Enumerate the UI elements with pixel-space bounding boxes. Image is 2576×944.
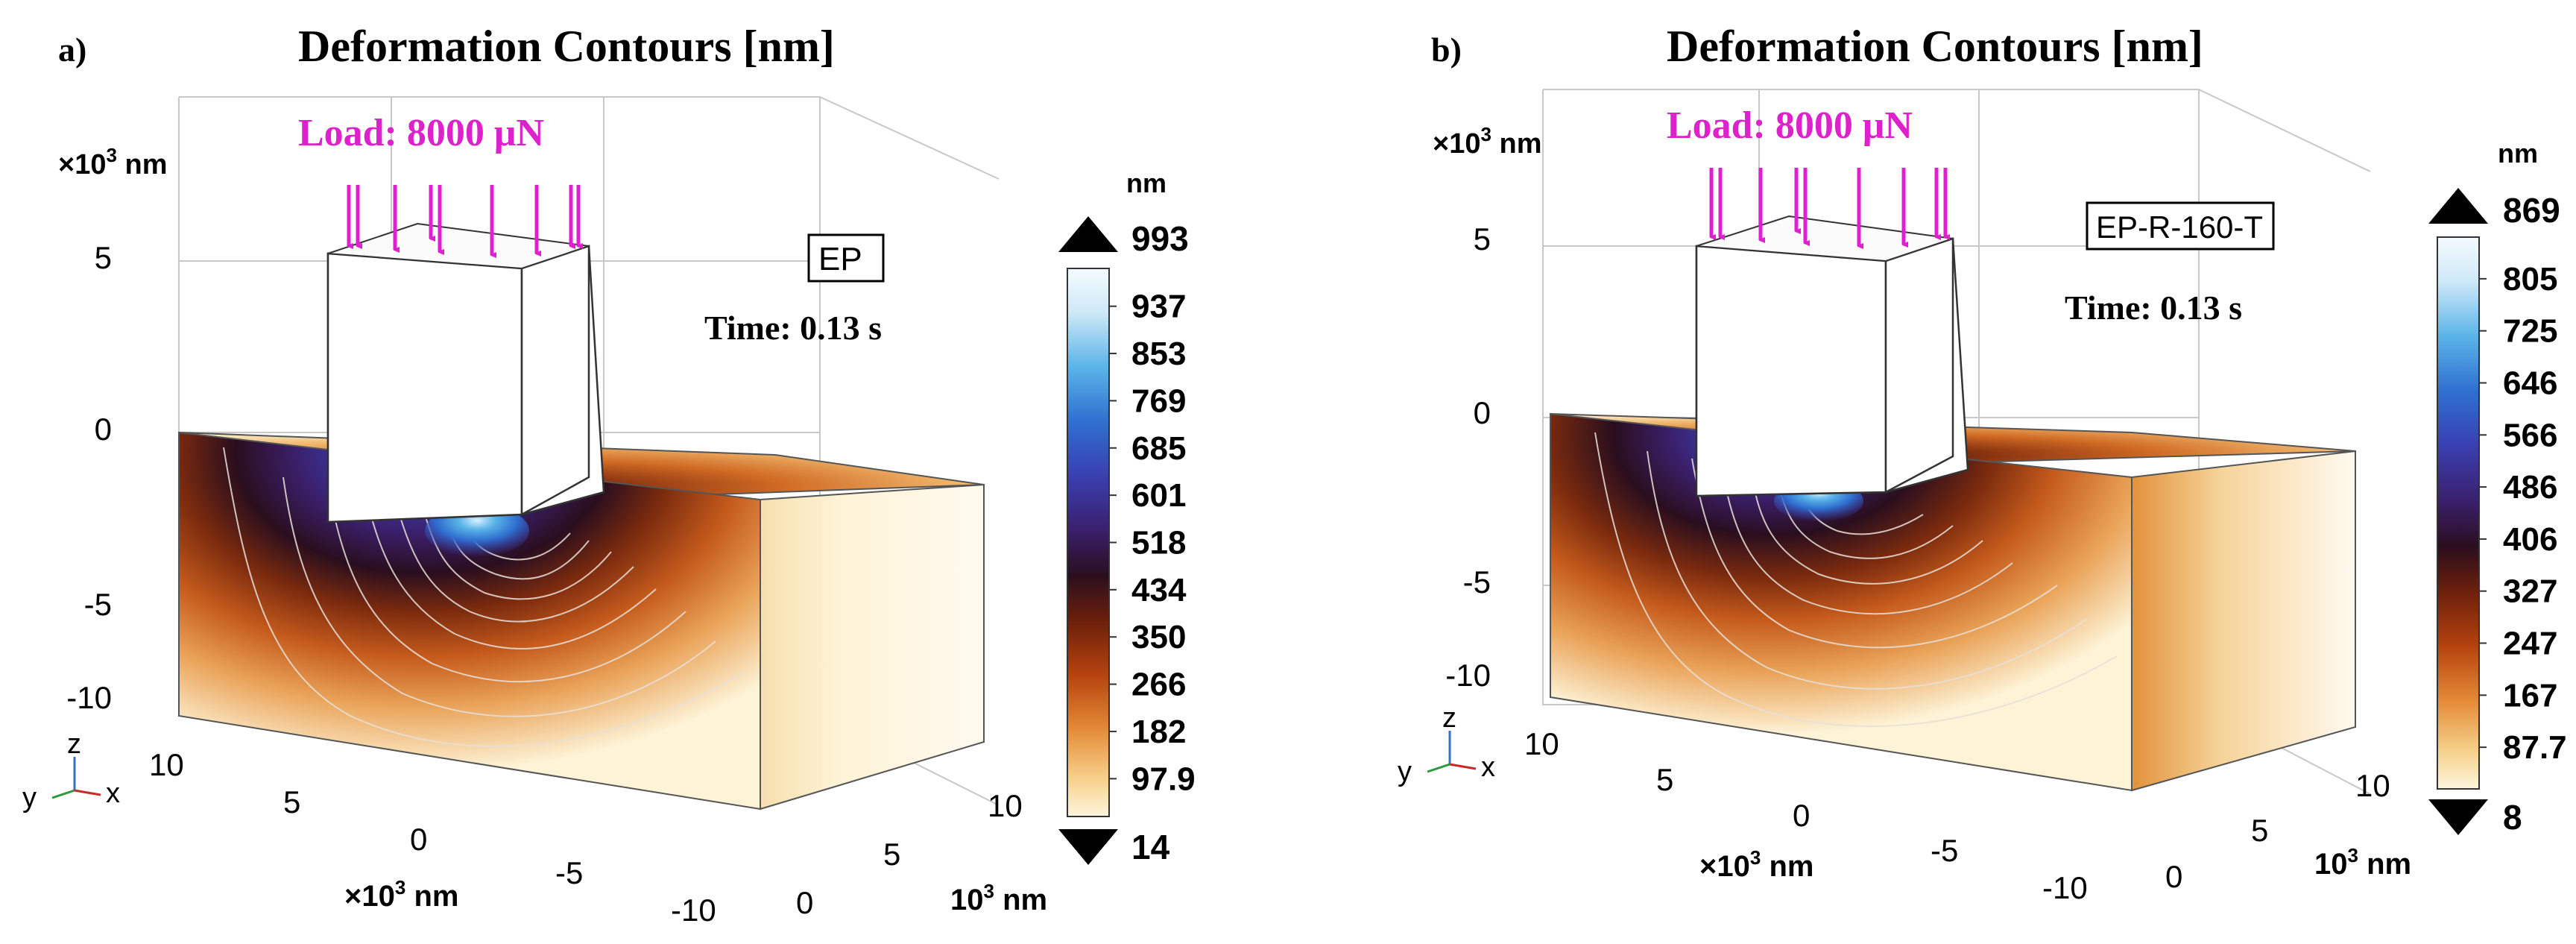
colorbar-tick-label: 97.9: [1131, 761, 1196, 797]
panel-letter: a): [58, 31, 86, 69]
x-axis-unit: ×103 nm: [344, 876, 458, 913]
colorbar-tick-label: 769: [1131, 383, 1186, 419]
colorbar-tick-label: 247: [2503, 626, 2557, 662]
sample-label-box: [2086, 201, 2275, 251]
colorbar-max: 869: [2503, 191, 2560, 230]
colorbar-tick-label: 725: [2503, 313, 2557, 350]
colorbar-tick-label: 87.7: [2503, 729, 2567, 766]
colorbar-tick-label: 518: [1131, 525, 1186, 561]
y-tick: 0: [2165, 859, 2182, 894]
load-arrows: [347, 185, 578, 255]
axis-triad: z y x: [22, 729, 120, 814]
colorbar-tick-label: 685: [1131, 430, 1186, 467]
panel-letter: b): [1431, 31, 1462, 69]
triad-x: x: [1481, 752, 1495, 783]
colorbar-max-arrow: [2428, 188, 2488, 224]
load-arrows: [1709, 168, 1945, 246]
panel-a: a) Deformation Contours [nm]: [22, 22, 1196, 928]
x-tick: -10: [671, 893, 716, 928]
z-tick: -10: [66, 680, 112, 715]
y-tick: 5: [2251, 813, 2268, 848]
colorbar-min-arrow: [1058, 829, 1118, 865]
z-axis-unit: ×103 nm: [58, 144, 168, 180]
panel-title: Deformation Contours [nm]: [1667, 22, 2203, 71]
time-label: Time: 0.13 s: [704, 309, 882, 347]
sample-label: EP-R-160-T: [2096, 210, 2263, 245]
x-tick: 5: [1656, 762, 1673, 797]
x-tick: 0: [1793, 798, 1810, 833]
panel-b: b) Deformation Contours [nm]: [1398, 22, 2567, 905]
z-tick: -10: [1445, 658, 1491, 693]
colorbar-tick-label: 327: [2503, 573, 2557, 610]
colorbar-unit: nm: [1126, 168, 1167, 198]
colorbar-ticks: 805 725 646 566 486 406 327 247 167 87.7: [2479, 261, 2567, 766]
panel-title: Deformation Contours [nm]: [298, 22, 835, 71]
y-tick: 0: [796, 885, 813, 920]
specimen-block: [1550, 412, 2356, 792]
z-tick: -5: [84, 587, 112, 622]
indenter: [1695, 215, 1969, 497]
sample-label-box: [807, 233, 885, 283]
colorbar: nm 993 937 853 769 685 601 518 434 350 266 182 97.…: [1058, 168, 1196, 866]
z-axis-unit: ×103 nm: [1433, 123, 1542, 160]
colorbar-max: 993: [1131, 219, 1189, 258]
x-tick: 0: [410, 822, 427, 857]
triad-y: y: [1398, 756, 1412, 787]
colorbar-min-arrow: [2428, 799, 2488, 835]
colorbar-tick-label: 182: [1131, 714, 1186, 750]
x-tick: 5: [283, 784, 300, 819]
colorbar-tick-label: 266: [1131, 667, 1186, 703]
y-tick: 10: [2355, 768, 2390, 803]
colorbar-min: 8: [2503, 798, 2522, 837]
x-axis-unit: ×103 nm: [1699, 846, 1813, 883]
colorbar-max-arrow: [1058, 216, 1118, 252]
colorbar-tick-label: 566: [2503, 417, 2557, 453]
colorbar-gradient: [1067, 268, 1110, 817]
colorbar-min: 14: [1131, 828, 1170, 866]
triad-y: y: [22, 782, 37, 814]
time-label: Time: 0.13 s: [2065, 289, 2242, 327]
colorbar-tick-label: 486: [2503, 469, 2557, 506]
colorbar-ticks: 937 853 769 685 601 518 434 350 266 182 97.9: [1109, 289, 1196, 797]
colorbar-tick-label: 434: [1131, 572, 1187, 608]
colorbar-unit: nm: [2498, 138, 2538, 169]
x-tick: -5: [555, 855, 583, 890]
colorbar-tick-label: 805: [2503, 261, 2557, 298]
sample-label: EP: [818, 241, 862, 277]
triad-z: z: [67, 729, 81, 760]
triad-z: z: [1442, 702, 1456, 734]
colorbar-tick-label: 646: [2503, 365, 2557, 401]
load-label: Load: 8000 μN: [298, 112, 544, 154]
z-tick: 0: [1474, 395, 1491, 430]
colorbar-tick-label: 601: [1131, 477, 1186, 514]
z-tick: 5: [1474, 221, 1491, 257]
y-axis-unit: 103 nm: [950, 880, 1047, 916]
indenter: [326, 222, 605, 523]
triad-x: x: [106, 778, 120, 809]
x-tick: 10: [149, 747, 184, 782]
y-axis-unit: 103 nm: [2314, 844, 2411, 881]
y-tick: 5: [883, 837, 900, 872]
z-tick: 5: [95, 240, 112, 275]
colorbar-gradient: [2437, 236, 2480, 790]
colorbar-tick-label: 167: [2503, 677, 2557, 714]
axis-triad: z y x: [1398, 702, 1495, 787]
load-label: Load: 8000 μN: [1667, 104, 1913, 147]
colorbar-tick-label: 937: [1131, 289, 1186, 325]
colorbar-tick-label: 406: [2503, 521, 2557, 558]
y-tick: 10: [988, 788, 1023, 823]
x-tick: -5: [1931, 833, 1958, 868]
z-tick: -5: [1463, 564, 1491, 600]
x-tick: -10: [2042, 870, 2088, 905]
colorbar: nm 869 805 725 646 566 486 406 327 247 167 87.7 8: [2428, 138, 2567, 837]
colorbar-tick-label: 350: [1131, 619, 1186, 655]
colorbar-tick-label: 853: [1131, 336, 1186, 372]
x-tick: 10: [1524, 726, 1559, 761]
z-tick: 0: [95, 412, 112, 447]
